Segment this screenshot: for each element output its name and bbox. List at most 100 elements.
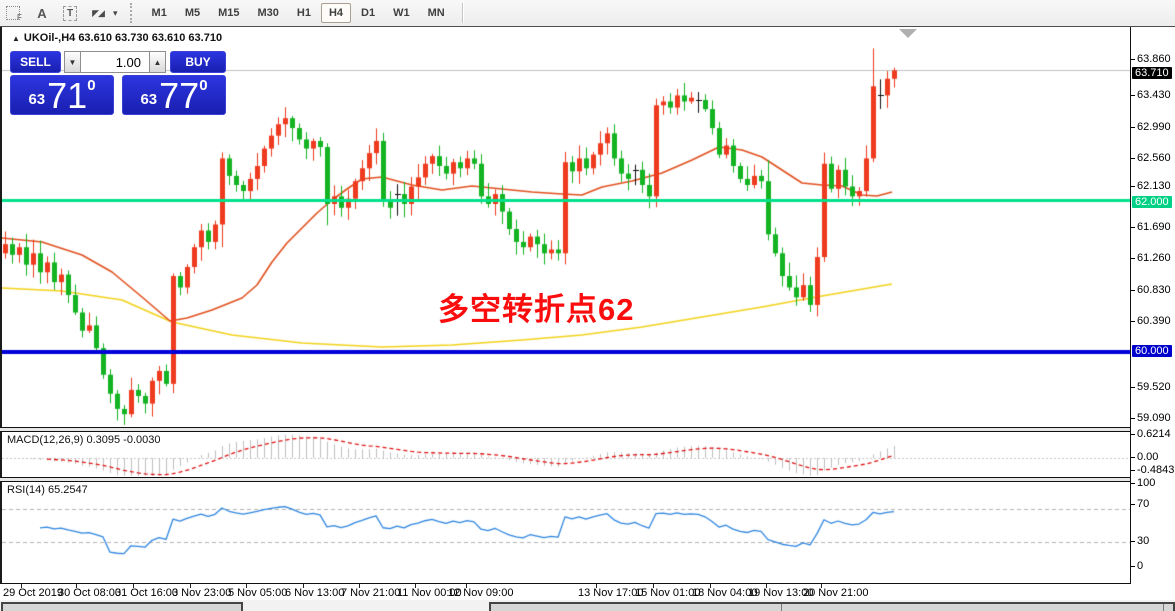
macd-axis-label: -0.4843 <box>1137 464 1175 476</box>
time-axis-tick <box>246 584 247 588</box>
price-axis-label: 59.520 <box>1137 381 1171 393</box>
bottom-segment-divider <box>1163 604 1164 611</box>
time-axis-tick <box>415 584 416 588</box>
shapes-glyph: ◤◢ <box>92 7 105 18</box>
rsi-axis-label-tick <box>1131 504 1135 505</box>
time-axis-tick <box>76 584 77 588</box>
price-axis-label: 62.000 <box>1132 196 1172 208</box>
panel-splitter[interactable] <box>0 428 1175 431</box>
macd-axis-label-tick <box>1131 434 1135 435</box>
price-axis-label: 63.860 <box>1137 53 1171 65</box>
time-axis-tick <box>710 584 711 588</box>
panel-splitter[interactable] <box>0 478 1175 481</box>
time-axis-tick <box>359 584 360 588</box>
shapes-dropdown-caret-icon[interactable]: ▾ <box>113 7 118 18</box>
time-axis-tick <box>821 584 822 588</box>
timeframe-m30[interactable]: M30 <box>257 7 279 19</box>
chart-title-text: UKOil-,H4 63.610 63.730 63.610 63.710 <box>23 32 223 44</box>
time-axis-label: 20 Nov 21:00 <box>803 587 869 599</box>
time-axis-label: 13 Nov 17:00 <box>578 587 644 599</box>
rsi-axis-label: 30 <box>1137 535 1150 547</box>
price-axis-label: 63.430 <box>1137 89 1171 101</box>
macd-label: MACD(12,26,9) 0.3095 -0.0030 <box>7 434 161 446</box>
time-axis-label: 6 Nov 13:00 <box>285 587 345 599</box>
text-box-tool-icon[interactable]: T <box>59 3 81 23</box>
volume-input[interactable]: 1.00 <box>80 51 150 73</box>
price-axis-label-tick <box>1131 186 1135 187</box>
time-axis-label: 18 Nov 04:00 <box>692 587 758 599</box>
main-chart-panel: ▲ UKOil-,H4 63.610 63.730 63.610 63.710 多… <box>0 27 1175 428</box>
volume-decrease-button[interactable]: ▼ <box>64 51 81 73</box>
rsi-indicator-panel: RSI(14) 65.2547 <box>0 481 1175 584</box>
timeframe-d1[interactable]: D1 <box>361 7 376 19</box>
sell-button[interactable]: SELL <box>10 51 61 73</box>
one-click-trading-panel: SELL ▼ 1.00 ▲ BUY 63 71 0 63 77 0 <box>10 51 226 115</box>
price-axis-label-tick <box>1131 227 1135 228</box>
bottom-window-segment[interactable] <box>1 602 243 611</box>
price-axis-label-tick <box>1131 127 1135 128</box>
timeframe-w1[interactable]: W1 <box>393 7 410 19</box>
time-axis-tick <box>303 584 304 588</box>
buy-price-display[interactable]: 63 77 0 <box>122 75 226 115</box>
time-axis-tick <box>766 584 767 588</box>
time-axis-tick <box>596 584 597 588</box>
price-axis-label: 61.260 <box>1137 252 1171 264</box>
grid-f-sub: F <box>17 13 22 22</box>
price-axis-label-tick <box>1131 418 1135 419</box>
price-axis-label: 62.130 <box>1137 180 1171 192</box>
crosshair-grid-tool-icon[interactable]: F <box>3 3 25 23</box>
price-axis-label: 59.090 <box>1137 412 1171 424</box>
toolbar-grip[interactable] <box>129 3 137 23</box>
sell-price-prefix: 63 <box>28 91 46 108</box>
buy-price-main: 77 <box>159 75 200 116</box>
volume-increase-button[interactable]: ▲ <box>149 51 166 73</box>
time-axis-tick <box>133 584 134 588</box>
macd-axis-label: 0.00 <box>1137 451 1159 463</box>
sell-price-display[interactable]: 63 71 0 <box>10 75 114 115</box>
rsi-axis-label: 70 <box>1137 498 1150 510</box>
price-axis-label: 62.560 <box>1137 152 1171 164</box>
macd-axis-label: 0.6214 <box>1137 428 1171 440</box>
buy-button[interactable]: BUY <box>170 51 226 73</box>
bottom-bar <box>0 600 1175 611</box>
timeframe-mn[interactable]: MN <box>427 7 445 19</box>
macd-indicator-panel: MACD(12,26,9) 0.3095 -0.0030 <box>0 431 1175 478</box>
price-axis-label-tick <box>1131 158 1135 159</box>
timeframe-h4[interactable]: H4 <box>320 3 352 23</box>
time-axis-label: 7 Nov 21:00 <box>341 587 401 599</box>
timeframe-m5[interactable]: M5 <box>184 7 201 19</box>
time-axis[interactable]: 29 Oct 2019 30 Oct 08:00 31 Oct 16:00 3 Nov… <box>0 584 1130 600</box>
chart-window: ▲ UKOil-,H4 63.610 63.730 63.610 63.710 多… <box>0 27 1175 600</box>
time-axis-label: 12 Nov 09:00 <box>448 587 514 599</box>
rsi-canvas[interactable] <box>2 482 1132 583</box>
bottom-window-segment[interactable] <box>489 602 1175 611</box>
chart-title: ▲ UKOil-,H4 63.610 63.730 63.610 63.710 <box>10 32 225 44</box>
price-axis-label: 60.830 <box>1137 284 1171 296</box>
collapse-arrow-icon[interactable]: ▲ <box>12 34 20 43</box>
buy-price-prefix: 63 <box>140 91 158 108</box>
shapes-tool-icon[interactable]: ◤◢ <box>87 3 109 23</box>
rsi-axis-label-tick <box>1131 541 1135 542</box>
price-axis-label-tick <box>1131 387 1135 388</box>
timeframe-m1[interactable]: M1 <box>151 7 167 19</box>
price-axis-label-tick <box>1131 321 1135 322</box>
macd-canvas[interactable] <box>2 432 1132 477</box>
scroll-to-end-icon[interactable] <box>899 29 917 38</box>
axis-border-line <box>1130 27 1131 584</box>
timeframe-h1[interactable]: H1 <box>296 7 311 19</box>
bottom-segment-divider <box>781 604 782 611</box>
timeframe-m15[interactable]: M15 <box>218 7 240 19</box>
time-axis-label: 19 Nov 13:00 <box>748 587 814 599</box>
price-axis-label: 62.990 <box>1137 121 1171 133</box>
price-axis[interactable]: 63.860 63.710 63.430 62.990 62.560 62.130 62.0… <box>1130 27 1175 600</box>
time-axis-tick <box>21 584 22 588</box>
macd-axis-label-tick <box>1131 470 1135 471</box>
price-axis-label: 63.710 <box>1132 67 1172 79</box>
text-box-glyph: T <box>62 5 78 21</box>
time-axis-label: 11 Nov 00:00 <box>397 587 462 599</box>
sell-price-pip: 0 <box>87 77 96 94</box>
buy-price-pip: 0 <box>199 77 208 94</box>
text-label-tool-icon[interactable]: A <box>37 5 47 21</box>
price-axis-label: 60.000 <box>1132 345 1172 357</box>
price-axis-label-tick <box>1131 258 1135 259</box>
